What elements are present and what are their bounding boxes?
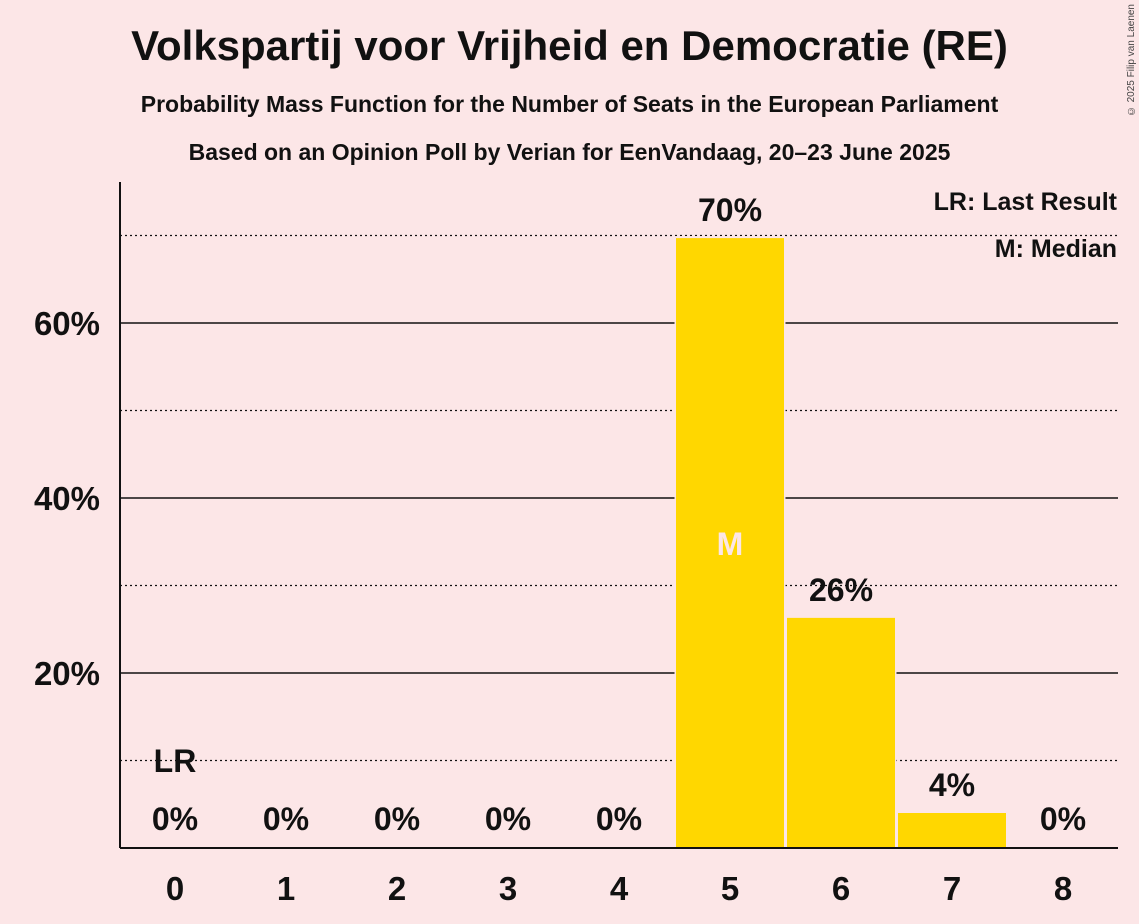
value-label: 0% <box>485 801 531 837</box>
value-label: 0% <box>152 801 198 837</box>
chart-subtitle: Probability Mass Function for the Number… <box>140 91 999 117</box>
x-tick-label: 3 <box>499 870 517 907</box>
x-tick-label: 6 <box>832 870 850 907</box>
bar-seat-5 <box>676 238 784 848</box>
bar-labels: 0% 0% 0% 0% 0% 70% 26% 4% 0% M LR <box>152 192 1086 837</box>
legend-last-result: LR: Last Result <box>934 188 1118 216</box>
y-tick-label: 60% <box>34 305 100 342</box>
value-label: 70% <box>698 192 762 228</box>
x-tick-label: 8 <box>1054 870 1072 907</box>
y-tick-label: 40% <box>34 480 100 517</box>
gridlines <box>120 234 1118 762</box>
x-tick-label: 0 <box>166 870 184 907</box>
bar-seat-7 <box>898 813 1006 848</box>
value-label: 0% <box>1040 801 1086 837</box>
bars <box>674 236 1008 848</box>
x-tick-label: 4 <box>610 870 629 907</box>
bar-seat-6 <box>787 617 895 848</box>
value-label: 26% <box>809 572 873 608</box>
x-tick-label: 2 <box>388 870 406 907</box>
y-tick-label: 20% <box>34 655 100 692</box>
value-label: 0% <box>263 801 309 837</box>
x-tick-label: 7 <box>943 870 961 907</box>
legend: LR: Last Result M: Median <box>934 188 1118 263</box>
legend-median: M: Median <box>995 235 1117 263</box>
value-label: 0% <box>374 801 420 837</box>
last-result-marker: LR <box>154 743 197 779</box>
axes: 20% 40% 60% 0 1 2 3 4 5 6 7 8 <box>34 182 1118 907</box>
value-label: 4% <box>929 767 975 803</box>
median-marker: M <box>717 526 744 562</box>
chart-title: Volkspartij voor Vrijheid en Democratie … <box>131 22 1008 69</box>
value-label: 0% <box>596 801 642 837</box>
x-tick-label: 5 <box>721 870 739 907</box>
x-tick-label: 1 <box>277 870 295 907</box>
chart-subtitle-poll: Based on an Opinion Poll by Verian for E… <box>188 139 951 165</box>
